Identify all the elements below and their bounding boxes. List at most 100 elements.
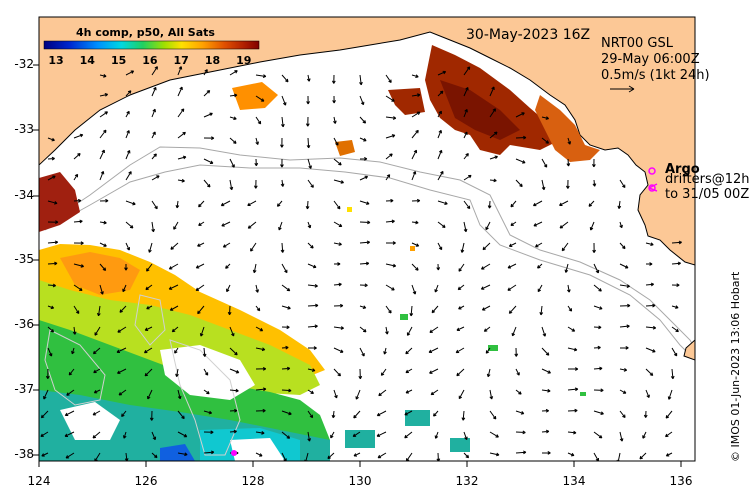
current-arrow xyxy=(333,158,342,166)
current-arrow xyxy=(566,158,571,167)
current-arrow xyxy=(151,86,157,97)
sst-eyre-orange xyxy=(535,95,600,162)
current-arrow xyxy=(174,347,179,354)
current-arrow xyxy=(411,284,417,295)
current-arrow xyxy=(41,452,49,457)
sst-speck xyxy=(347,207,352,212)
x-tick-label: 124 xyxy=(27,474,51,488)
current-arrow xyxy=(203,158,214,164)
current-arrow xyxy=(203,136,215,140)
current-arrow xyxy=(229,326,235,337)
current-arrow xyxy=(92,431,101,439)
current-arrow xyxy=(405,368,413,374)
current-arrow xyxy=(47,220,59,225)
current-arrow xyxy=(247,200,257,207)
current-arrow xyxy=(151,175,160,181)
sst-patch-dkred xyxy=(388,88,425,115)
current-arrow xyxy=(642,431,647,439)
current-arrow xyxy=(483,326,491,332)
current-arrow xyxy=(385,174,391,181)
current-arrow xyxy=(333,116,337,124)
current-arrow xyxy=(99,93,109,97)
sst-speck xyxy=(400,314,408,320)
current-arrow xyxy=(593,263,600,274)
current-arrow xyxy=(489,410,497,420)
kangaroo-island xyxy=(683,339,695,361)
current-arrow xyxy=(510,200,517,208)
current-arrow xyxy=(541,137,550,144)
current-arrow xyxy=(250,242,257,252)
current-arrow xyxy=(307,346,317,350)
sst-speck xyxy=(405,410,430,426)
current-arrow xyxy=(515,430,526,435)
current-arrow xyxy=(535,242,543,248)
current-arrow xyxy=(281,410,292,416)
current-arrow xyxy=(93,389,101,394)
current-arrow xyxy=(671,283,680,288)
current-arrow xyxy=(47,137,55,142)
current-arrow xyxy=(593,284,602,292)
current-arrow xyxy=(428,347,439,354)
current-arrow xyxy=(151,452,158,459)
current-arrow xyxy=(619,431,624,442)
current-arrow xyxy=(125,221,134,229)
current-arrow xyxy=(229,429,237,434)
y-tick-label: -33 xyxy=(14,122,34,136)
current-arrow xyxy=(406,326,413,336)
colorbar-tick-label: 19 xyxy=(236,54,252,67)
current-arrow xyxy=(307,389,314,394)
current-arrow xyxy=(383,347,387,355)
current-arrow xyxy=(125,130,130,139)
current-arrow xyxy=(93,368,101,374)
current-arrow xyxy=(405,347,413,355)
x-tick-label: 134 xyxy=(562,474,586,488)
current-arrow xyxy=(173,221,179,230)
current-arrow xyxy=(515,112,525,118)
current-arrow xyxy=(463,87,469,97)
current-arrow xyxy=(489,108,496,118)
sst-patch-orange xyxy=(232,82,278,110)
current-arrow xyxy=(307,242,314,249)
current-arrow xyxy=(333,347,344,353)
current-arrow xyxy=(411,171,417,181)
current-arrow xyxy=(307,431,312,442)
current-arrow xyxy=(619,263,629,269)
current-arrow xyxy=(619,179,626,189)
current-arrow xyxy=(73,263,85,268)
current-arrow xyxy=(203,179,211,188)
current-arrow xyxy=(177,452,188,457)
current-arrow xyxy=(567,137,572,145)
current-arrow xyxy=(203,112,213,118)
current-arrow xyxy=(66,389,75,396)
current-arrow xyxy=(437,70,447,76)
sst-eyre-dark xyxy=(440,80,520,140)
current-arrow xyxy=(92,347,101,355)
current-arrow xyxy=(411,74,419,78)
current-arrow xyxy=(47,305,55,310)
current-arrow xyxy=(670,368,675,380)
current-arrow xyxy=(177,410,185,420)
current-arrow xyxy=(307,368,316,372)
current-arrow xyxy=(306,95,310,105)
current-arrow xyxy=(221,221,231,227)
current-arrow xyxy=(429,368,439,374)
current-arrow xyxy=(359,116,367,124)
current-arrow xyxy=(197,242,205,247)
current-arrow xyxy=(404,410,413,416)
current-arrow xyxy=(593,366,603,371)
current-arrow xyxy=(229,347,238,356)
current-arrow xyxy=(567,347,578,352)
current-arrow xyxy=(463,221,468,233)
current-arrow xyxy=(411,220,419,225)
current-arrow xyxy=(667,389,673,400)
current-arrow xyxy=(487,200,492,209)
current-arrow xyxy=(617,200,622,209)
x-tick-label: 128 xyxy=(241,474,265,488)
current-arrow xyxy=(202,347,207,357)
y-tick-label: -36 xyxy=(14,317,34,331)
current-arrow xyxy=(151,221,155,233)
current-arrow xyxy=(151,108,156,118)
current-arrow xyxy=(306,74,311,82)
current-arrow xyxy=(255,74,267,78)
current-arrow xyxy=(169,305,179,311)
